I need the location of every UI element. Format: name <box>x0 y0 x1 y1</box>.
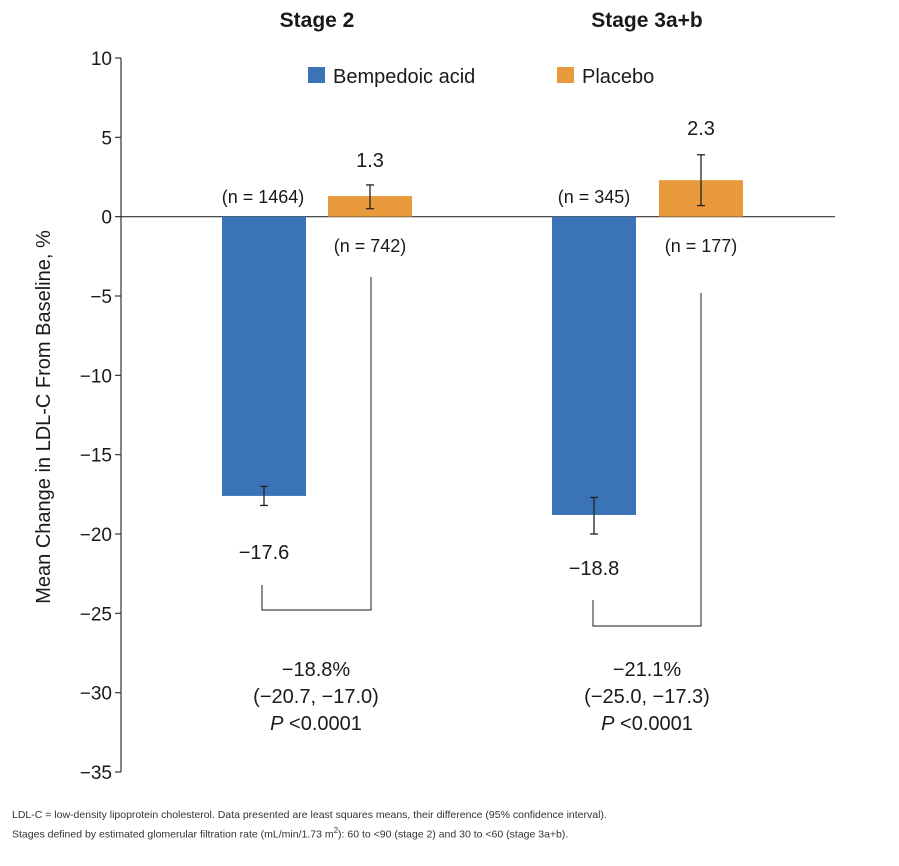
y-tick-label: −10 <box>80 366 112 387</box>
value-label-stage3-bempedoic: −18.8 <box>569 558 620 580</box>
comparison-bracket-stage-3ab <box>592 293 702 627</box>
p-value-stage-2: P <0.0001 <box>270 713 362 735</box>
y-ticks: 10 5 0 −5 −10 −15 −20 −25 −30 −35 <box>80 49 121 784</box>
difference-pct-stage-2: −18.8% <box>282 659 351 681</box>
n-label-stage2-bempedoic: (n = 1464) <box>222 187 305 207</box>
y-tick-label: 0 <box>101 208 112 229</box>
error-bar <box>260 485 268 507</box>
n-label-stage2-placebo: (n = 742) <box>334 236 407 256</box>
difference-ci-stage-3ab: (−25.0, −17.3) <box>584 686 710 708</box>
y-tick-label: −30 <box>80 684 112 705</box>
footnote: LDL-C = low-density lipoprotein choleste… <box>12 808 892 843</box>
error-bar <box>697 154 705 207</box>
legend-swatch-bempedoic-acid <box>308 67 325 83</box>
y-tick-label: 10 <box>91 49 112 70</box>
group-title-stage-2: Stage 2 <box>280 9 355 32</box>
y-tick-label: −25 <box>80 604 112 625</box>
y-axis-label: Mean Change in LDL-C From Baseline, % <box>33 230 55 604</box>
legend-swatch-placebo <box>557 67 574 83</box>
group-title-stage-3ab: Stage 3a+b <box>591 9 702 32</box>
value-label-stage2-bempedoic: −17.6 <box>239 542 290 564</box>
difference-pct-stage-3ab: −21.1% <box>613 659 682 681</box>
n-label-stage3-placebo: (n = 177) <box>665 236 738 256</box>
footnote-line-1: LDL-C = low-density lipoprotein choleste… <box>12 809 607 821</box>
bars-layer <box>222 154 743 535</box>
legend-label-bempedoic-acid: Bempedoic acid <box>333 66 475 88</box>
comparison-bracket-stage-2 <box>261 277 372 611</box>
y-tick-label: −35 <box>80 763 112 784</box>
y-tick-label: −5 <box>90 287 112 308</box>
error-bar <box>366 184 374 210</box>
difference-ci-stage-2: (−20.7, −17.0) <box>253 686 379 708</box>
y-tick-label: 5 <box>101 128 112 149</box>
bar-stage3ab-bempedoic <box>552 216 636 515</box>
legend: Bempedoic acid Placebo <box>308 66 654 88</box>
bar-stage2-bempedoic <box>222 216 306 496</box>
legend-label-placebo: Placebo <box>582 66 654 88</box>
y-tick-label: −20 <box>80 525 112 546</box>
value-label-stage2-placebo: 1.3 <box>356 150 384 172</box>
p-value-stage-3ab: P <0.0001 <box>601 713 693 735</box>
y-tick-label: −15 <box>80 446 112 467</box>
value-label-stage3-placebo: 2.3 <box>687 118 715 140</box>
error-bar <box>590 496 598 535</box>
n-label-stage3-bempedoic: (n = 345) <box>558 187 631 207</box>
footnote-line-2: Stages defined by estimated glomerular f… <box>12 826 569 841</box>
